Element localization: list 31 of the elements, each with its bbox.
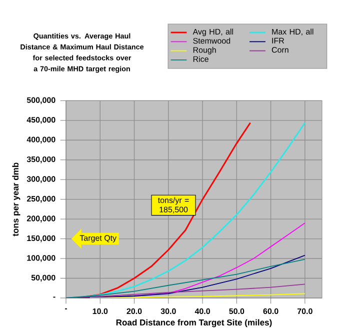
legend-label: Avg HD, all — [192, 28, 233, 36]
y-axis-title: tons per year dmb — [12, 162, 20, 236]
legend-label: Rough — [193, 46, 216, 54]
x-tick-label: - — [64, 308, 68, 310]
y-tick-label: 450,000 — [26, 116, 56, 124]
x-tick-label: 30.0 — [160, 308, 176, 314]
x-tick-label: 50.0 — [229, 308, 244, 314]
y-tick-label: 400,000 — [26, 136, 56, 144]
y-tick-label: 350,000 — [26, 156, 56, 164]
legend-label: Corn — [272, 47, 288, 53]
y-tick-label: 50,000 — [31, 274, 56, 282]
x-tick-label: 20.0 — [126, 308, 142, 314]
y-tick-label: 300,000 — [26, 176, 56, 183]
legend-label: Rice — [193, 56, 208, 62]
x-axis-title: Road Distance from Target Site (miles) — [116, 319, 272, 328]
x-tick-label: 10.0 — [92, 308, 108, 314]
legend-label: Stemwood — [193, 38, 230, 44]
legend-label: Max HD, all — [272, 28, 314, 36]
annotation: tons/yr = 185,500 — [158, 197, 189, 214]
y-tick-label: 250,000 — [26, 196, 56, 203]
legend-label: IFR — [272, 38, 284, 44]
y-tick-label: - — [53, 296, 56, 298]
line-series — [66, 122, 306, 298]
x-tick-label: 60.0 — [263, 308, 278, 314]
annotation: Target Qty — [80, 235, 117, 242]
x-tick-label: 70.0 — [297, 308, 312, 314]
x-tick-label: 40.0 — [194, 308, 210, 314]
y-tick-label: 100,000 — [27, 255, 56, 262]
y-tick-label: 150,000 — [27, 235, 56, 242]
y-tick-label: 500,000 — [26, 97, 56, 104]
y-tick-label: 200,000 — [26, 216, 56, 222]
